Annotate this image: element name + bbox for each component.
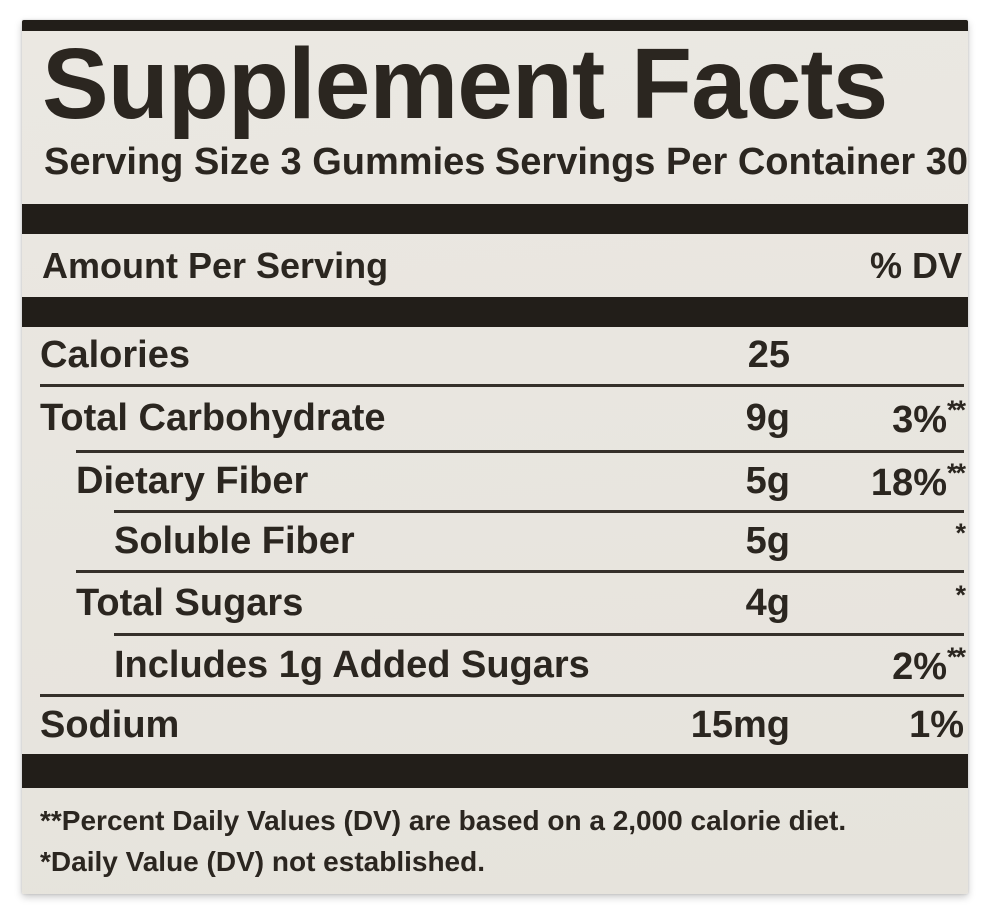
nutrient-amount: 5g xyxy=(745,520,790,562)
nutrient-amount: 25 xyxy=(747,334,790,376)
thick-separator-bar xyxy=(22,297,968,327)
nutrient-name: Dietary Fiber xyxy=(76,460,309,502)
nutrient-amount: 4g xyxy=(745,581,790,624)
label-title: Supplement Facts xyxy=(42,28,888,140)
table-header-row: Amount Per Serving % DV xyxy=(22,234,968,297)
nutrient-dv: 1% xyxy=(909,704,964,746)
nutrient-amount: 15mg xyxy=(690,704,790,746)
nutrient-row-total-sugars: Total Sugars 4g * xyxy=(76,570,966,633)
nutrient-row-calories: Calories 25 xyxy=(40,327,964,384)
footnotes: **Percent Daily Values (DV) are based on… xyxy=(22,801,968,882)
nutrient-dv: 2%** xyxy=(892,641,966,688)
nutrient-amount: 9g xyxy=(745,397,790,439)
nutrient-name: Total Sugars xyxy=(76,581,304,624)
serving-info-row: Serving Size 3 Gummies Servings Per Cont… xyxy=(22,139,968,189)
nutrient-dv: * xyxy=(955,518,965,548)
servings-per-container: Servings Per Container 30 xyxy=(494,141,968,183)
nutrient-table: Calories 25 Total Carbohydrate 9g 3%** D… xyxy=(22,327,968,754)
column-header-percent-dv: % DV xyxy=(869,244,962,286)
thick-separator-bar xyxy=(22,754,968,788)
nutrient-row-total-carbohydrate: Total Carbohydrate 9g 3%** xyxy=(40,384,966,450)
nutrient-name: Calories xyxy=(40,334,190,376)
nutrient-dv: * xyxy=(955,579,965,610)
column-header-amount-per-serving: Amount Per Serving xyxy=(42,244,389,286)
nutrient-name: Total Carbohydrate xyxy=(40,397,386,439)
nutrient-row-soluble-fiber: Soluble Fiber 5g * xyxy=(114,510,966,570)
nutrient-amount: 5g xyxy=(745,460,790,502)
serving-size: Serving Size 3 Gummies xyxy=(44,141,486,183)
nutrient-row-dietary-fiber: Dietary Fiber 5g 18%** xyxy=(76,450,966,510)
top-border-bar xyxy=(22,20,968,31)
footnote-percent-dv: **Percent Daily Values (DV) are based on… xyxy=(40,805,847,836)
nutrient-name: Sodium xyxy=(40,704,180,746)
nutrient-dv xyxy=(790,334,964,377)
nutrient-row-added-sugars: Includes 1g Added Sugars 2%** xyxy=(114,633,966,694)
nutrient-name: Includes 1g Added Sugars xyxy=(114,643,590,686)
nutrient-dv: 18%** xyxy=(870,458,966,504)
nutrient-dv: 3%** xyxy=(892,395,966,441)
supplement-facts-label: Supplement Facts Serving Size 3 Gummies … xyxy=(22,20,968,894)
footnote-dv-not-established: *Daily Value (DV) not established. xyxy=(40,845,486,877)
nutrient-name: Soluble Fiber xyxy=(114,520,355,562)
nutrient-row-sodium: Sodium 15mg 1% xyxy=(40,694,964,754)
thick-separator-bar xyxy=(22,204,968,234)
